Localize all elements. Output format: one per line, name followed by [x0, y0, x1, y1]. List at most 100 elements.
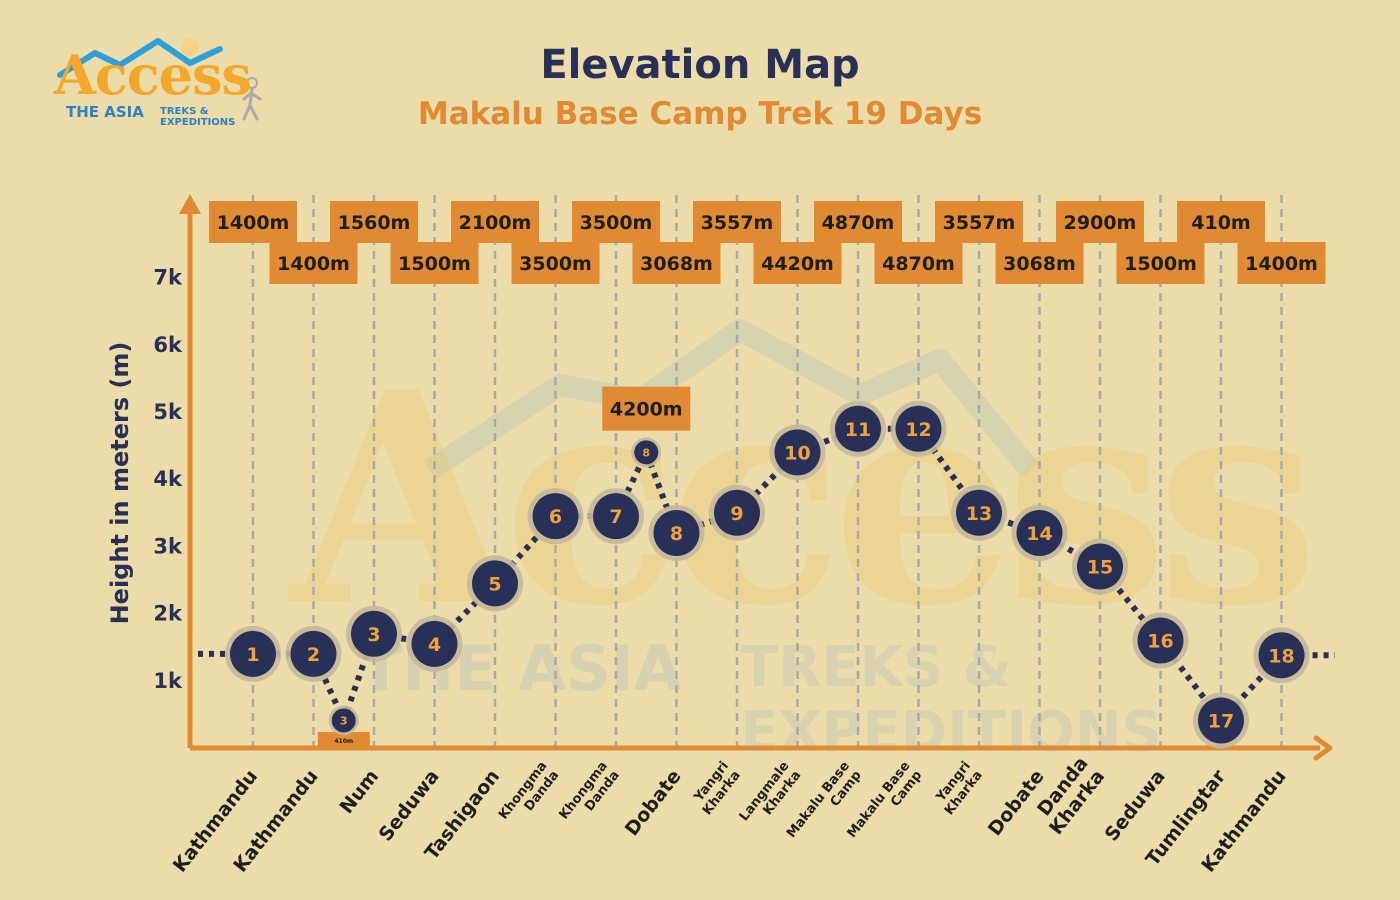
marker-number: 10: [784, 442, 810, 464]
elevation-top-label: 1560m: [330, 201, 418, 243]
annotation-text: 4200m: [610, 399, 683, 421]
label-box: [330, 201, 418, 243]
marker-dot: [411, 620, 458, 667]
elevation-top-label: 3557m: [693, 201, 781, 243]
marker-number: 8: [670, 523, 683, 545]
label-box: [935, 201, 1023, 243]
marker-number: 5: [488, 573, 501, 595]
label-text: 3068m: [640, 253, 713, 275]
label-text: 1400m: [1245, 253, 1318, 275]
elevation-top-label: 3557m: [935, 201, 1023, 243]
y-tick-label: 3k: [153, 534, 183, 558]
elevation-top-label: 3068m: [632, 242, 721, 284]
elevation-top-label: 410m: [1177, 201, 1265, 243]
x-tick-label: Dobate: [621, 766, 686, 840]
y-tick-label: 1k: [153, 669, 183, 693]
marker-number: 6: [549, 506, 562, 528]
marker-number: 1: [246, 644, 259, 666]
label-box: [451, 201, 539, 243]
label-box: [995, 242, 1084, 284]
elevation-top-label: 4870m: [814, 201, 902, 243]
logo-word: Access: [54, 43, 252, 107]
marker-number: 16: [1147, 630, 1173, 652]
day-marker: 3: [346, 605, 402, 662]
label-box: [874, 242, 963, 284]
elevation-path: [198, 425, 1335, 729]
marker-number: 7: [609, 506, 622, 528]
marker-dot: [1137, 617, 1184, 664]
y-tick-label: 4k: [153, 467, 183, 491]
label-text: 3068m: [1003, 253, 1076, 275]
elevation-top-label: 3068m: [995, 242, 1084, 284]
x-tick-text: Dobate: [621, 766, 686, 840]
elevation-top-label: 2900m: [1056, 201, 1144, 243]
elevation-top-label: 1500m: [1116, 242, 1205, 284]
annotation-box: [317, 731, 370, 746]
label-box: [511, 242, 600, 284]
label-box: [1116, 242, 1205, 284]
marker-dot: [1077, 543, 1123, 590]
day-marker: 8: [648, 504, 705, 561]
label-box: [269, 242, 358, 284]
label-box: [814, 201, 902, 243]
marker-number: 11: [845, 419, 871, 441]
label-box: [753, 242, 842, 284]
annotation-box: [602, 386, 691, 431]
marker-dot: [895, 405, 942, 452]
marker-number: 13: [966, 503, 992, 525]
day-marker: 13: [951, 484, 1007, 541]
marker-dot: [331, 708, 356, 733]
label-text: 3500m: [519, 253, 592, 275]
y-tick-label: 5k: [153, 400, 183, 424]
label-box: [1237, 242, 1326, 284]
label-text: 1560m: [338, 212, 411, 234]
day-marker: 3: [328, 705, 359, 736]
label-text: 2100m: [459, 212, 532, 234]
marker-dot: [634, 440, 659, 465]
elevation-top-label: 1400m: [209, 201, 297, 243]
y-tick-label: 6k: [153, 333, 183, 357]
label-text: 2900m: [1064, 212, 1137, 234]
x-tick-text: Num: [336, 766, 384, 818]
annotation-text: 410m: [334, 738, 353, 745]
label-box: [1056, 201, 1144, 243]
day-marker: 9: [709, 484, 765, 541]
label-text: 3500m: [580, 212, 653, 234]
company-logo: Access THE ASIA TREKS & EXPEDITIONS: [50, 35, 280, 130]
label-box: [572, 201, 660, 243]
logo-line-2: TREKS & EXPEDITIONS: [160, 106, 236, 128]
marker-dot: [653, 509, 700, 556]
marker-number: 2: [307, 644, 320, 666]
day-marker: 18: [1253, 627, 1310, 684]
marker-number: 17: [1208, 710, 1234, 732]
day-marker: 11: [830, 400, 886, 457]
marker-number: 3: [340, 714, 348, 727]
label-text: 4420m: [761, 253, 834, 275]
elevation-top-label: 1500m: [390, 242, 479, 284]
y-axis-label: Height in meters (m): [106, 342, 134, 625]
chart-subtitle: Makalu Base Camp Trek 19 Days: [417, 96, 983, 132]
day-marker: 2: [285, 625, 342, 682]
y-tick-label: 2k: [153, 602, 183, 626]
logo-line-1: THE ASIA: [66, 103, 144, 121]
day-marker: 17: [1193, 692, 1249, 749]
marker-dot: [230, 630, 276, 677]
marker-number: 15: [1087, 557, 1113, 579]
marker-dot: [1198, 697, 1244, 744]
day-marker: 1: [225, 625, 281, 682]
marker-number: 8: [642, 446, 650, 459]
label-box: [390, 242, 479, 284]
day-marker: 5: [467, 555, 523, 612]
label-box: [632, 242, 721, 284]
elevation-top-label: 4870m: [874, 242, 963, 284]
marker-dot: [593, 493, 639, 540]
elevation-top-label: 3500m: [511, 242, 600, 284]
day-marker: 12: [890, 400, 947, 457]
